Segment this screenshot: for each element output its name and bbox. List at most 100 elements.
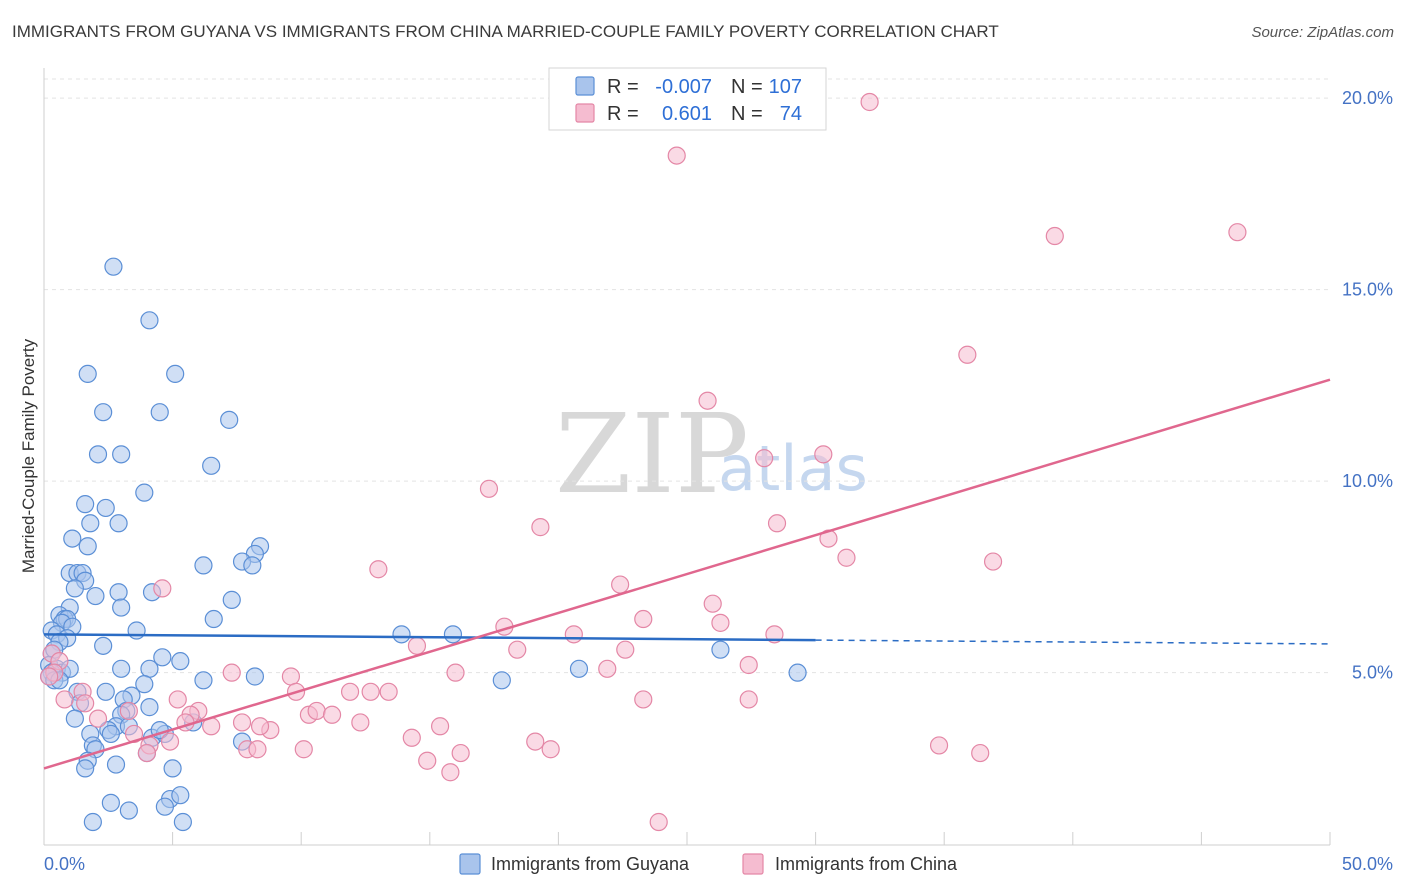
data-point xyxy=(351,713,370,732)
data-point xyxy=(379,682,398,701)
data-point xyxy=(971,743,990,763)
data-point xyxy=(94,636,113,655)
data-point xyxy=(634,609,653,629)
x-ticks xyxy=(43,832,1331,845)
data-point xyxy=(407,636,427,655)
data-point xyxy=(106,755,126,774)
y-tick-labels: 5.0% 10.0% 15.0% 20.0% xyxy=(1342,88,1393,683)
data-point xyxy=(243,556,262,575)
data-point xyxy=(173,812,192,832)
stats-r-value-guyana: -0.007 xyxy=(655,76,712,98)
data-point xyxy=(65,709,84,728)
data-point xyxy=(711,640,730,659)
data-point xyxy=(112,598,131,617)
data-point xyxy=(443,625,463,644)
series-china-points xyxy=(40,92,1247,832)
data-point xyxy=(94,403,113,422)
data-point xyxy=(767,514,787,533)
data-point xyxy=(441,763,460,782)
stats-legend-box xyxy=(548,67,827,131)
data-point xyxy=(171,652,190,671)
data-point xyxy=(83,812,102,832)
data-point xyxy=(667,146,686,165)
data-point xyxy=(96,498,115,518)
watermark-atlas: atlas xyxy=(718,432,868,505)
stats-swatch-china xyxy=(575,103,595,123)
data-point xyxy=(492,671,511,690)
y-tick-label: 20.0% xyxy=(1342,88,1393,108)
data-point xyxy=(81,514,100,533)
data-point xyxy=(140,659,159,678)
data-point xyxy=(153,579,172,598)
data-point xyxy=(112,659,131,678)
legend-label-guyana: Immigrants from Guyana xyxy=(491,854,690,874)
data-point xyxy=(860,92,879,112)
data-point xyxy=(78,537,97,556)
data-point xyxy=(634,690,653,709)
stats-n-label-guyana: N = xyxy=(731,76,763,98)
data-point xyxy=(418,751,437,770)
data-point xyxy=(88,709,108,728)
data-point xyxy=(307,701,326,721)
data-point xyxy=(711,613,730,632)
data-point xyxy=(248,740,267,759)
stats-swatch-guyana xyxy=(575,76,595,96)
data-point xyxy=(160,732,180,751)
data-point xyxy=(194,671,213,690)
data-point xyxy=(281,667,301,686)
data-point xyxy=(204,609,223,629)
stats-n-value-china: 74 xyxy=(780,103,802,125)
legend-label-china: Immigrants from China xyxy=(775,854,958,874)
data-point xyxy=(76,759,95,778)
data-point xyxy=(698,391,717,410)
data-point xyxy=(109,583,128,602)
data-point xyxy=(150,403,169,422)
data-point xyxy=(222,590,241,609)
stats-n-value-guyana: 107 xyxy=(769,76,802,98)
data-point xyxy=(294,740,313,759)
data-point xyxy=(611,575,630,594)
data-point xyxy=(526,732,545,751)
legend-swatch-china xyxy=(742,853,764,875)
data-point xyxy=(392,625,411,644)
data-point xyxy=(402,728,421,747)
data-point xyxy=(245,667,265,686)
x-tick-label-min: 0.0% xyxy=(44,854,85,874)
trend-line-guyana xyxy=(43,633,816,642)
data-point xyxy=(119,701,138,721)
series-legend: Immigrants from Guyana Immigrants from C… xyxy=(459,853,958,875)
data-point xyxy=(112,445,131,464)
data-point xyxy=(451,743,470,763)
data-point xyxy=(96,682,115,701)
gridlines xyxy=(44,78,1330,674)
data-point xyxy=(369,560,388,579)
data-point xyxy=(958,345,977,364)
x-tick-label-max: 50.0% xyxy=(1342,854,1393,874)
data-point xyxy=(929,736,949,755)
data-point xyxy=(788,663,807,682)
data-point xyxy=(63,529,82,548)
data-point xyxy=(564,625,583,644)
data-point xyxy=(101,724,120,744)
data-point xyxy=(983,552,1003,571)
watermark-zip: ZIP xyxy=(555,390,749,518)
data-point xyxy=(222,663,241,682)
data-point xyxy=(703,594,722,613)
data-point xyxy=(202,456,221,475)
y-tick-label: 15.0% xyxy=(1342,280,1393,300)
legend-swatch-guyana xyxy=(459,853,481,875)
data-point xyxy=(101,793,120,812)
y-tick-label: 10.0% xyxy=(1342,471,1393,491)
data-point xyxy=(168,690,187,709)
data-point xyxy=(814,445,833,464)
data-point xyxy=(155,797,174,816)
data-point xyxy=(232,713,252,732)
data-point xyxy=(76,495,95,514)
trend-lines xyxy=(43,378,1331,770)
data-point xyxy=(616,640,635,659)
stats-r-label-china: R = xyxy=(607,103,639,125)
data-point xyxy=(541,740,560,759)
data-point xyxy=(119,801,138,820)
data-point xyxy=(430,717,450,736)
data-point xyxy=(166,364,185,384)
